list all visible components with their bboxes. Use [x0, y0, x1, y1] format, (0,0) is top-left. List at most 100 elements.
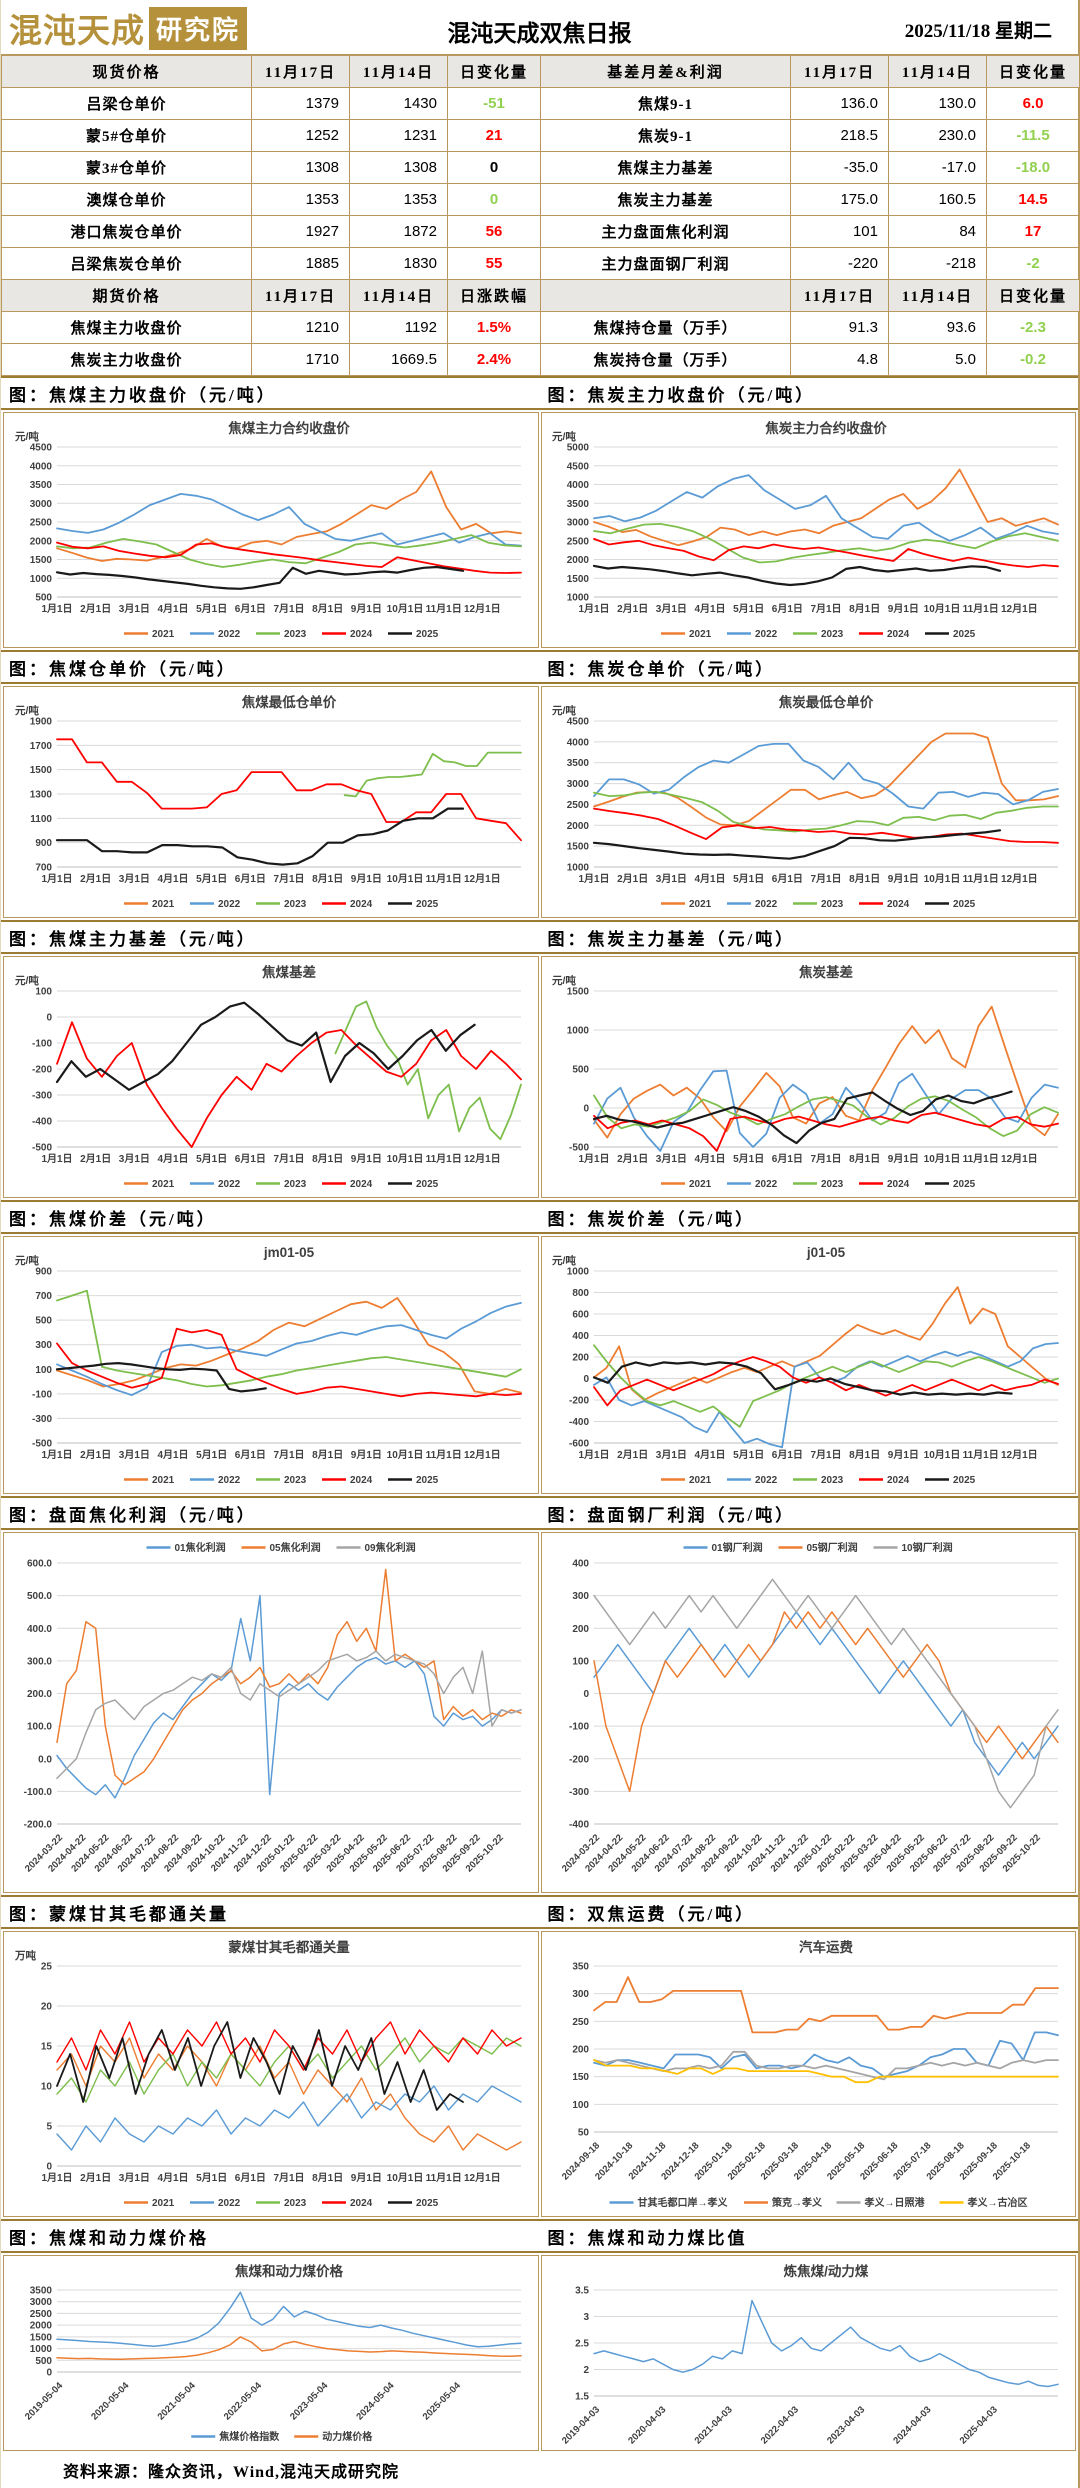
svg-text:6月1日: 6月1日 [772, 1153, 803, 1165]
value-current: 1252 [252, 120, 350, 152]
svg-text:jm01-05: jm01-05 [263, 1245, 315, 1260]
svg-text:6月1日: 6月1日 [235, 1153, 266, 1165]
svg-text:11月1日: 11月1日 [963, 603, 999, 615]
row-label: 焦煤9-1 [541, 88, 791, 120]
svg-text:4500: 4500 [567, 717, 590, 728]
value-current: 218.5 [791, 120, 889, 152]
svg-text:300.0: 300.0 [27, 1656, 52, 1667]
j-01-05-svg: 1000 800 600 400 200 0 -200 -400 -600 元/吨 j01-05 1月… [552, 1245, 1060, 1486]
svg-text:2021: 2021 [152, 629, 175, 640]
svg-text:2021: 2021 [152, 1475, 175, 1486]
coking-profit-svg: 600.0 500.0 400.0 300.0 200.0 100.0 0.0 -100.0 -… [23, 1541, 522, 1874]
value-previous: 1669.5 [350, 344, 448, 376]
svg-text:09焦化利润: 09焦化利润 [364, 1541, 415, 1554]
svg-text:2025: 2025 [416, 629, 439, 640]
chart-coking-profit: 600.0 500.0 400.0 300.0 200.0 100.0 0.0 -100.0 -… [3, 1532, 539, 1893]
value-current: -35.0 [791, 152, 889, 184]
value-change: -2 [987, 248, 1080, 280]
table-header-cell: 11月14日 [889, 56, 987, 88]
svg-text:2023: 2023 [284, 629, 307, 640]
svg-text:12月1日: 12月1日 [1001, 873, 1038, 885]
table-header-cell: 日涨跌幅 [448, 280, 541, 312]
section-title-left: 图：焦煤和动力煤价格 [9, 2229, 209, 2248]
chart-jm-basis: 100 0 -100 -200 -300 -400 -500 元/吨 焦煤基差 1月1日 2月1日 3… [3, 956, 539, 1198]
svg-text:7月1日: 7月1日 [273, 1449, 304, 1461]
svg-text:焦煤主力合约收盘价: 焦煤主力合约收盘价 [227, 420, 350, 436]
svg-text:1月1日: 1月1日 [579, 1449, 610, 1461]
value-change: -0.2 [987, 344, 1080, 376]
svg-text:2023: 2023 [284, 899, 307, 910]
svg-text:400.0: 400.0 [27, 1624, 52, 1635]
row-label: 焦炭主力收盘价 [2, 344, 252, 376]
svg-text:-600: -600 [569, 1439, 589, 1450]
svg-text:200: 200 [573, 1353, 590, 1364]
svg-text:2500: 2500 [30, 518, 53, 529]
source-note: 资料来源：隆众资讯，Wind,混沌天成研究院 [63, 2464, 399, 2481]
svg-text:-300: -300 [32, 1091, 52, 1102]
svg-text:8月1日: 8月1日 [849, 603, 880, 615]
svg-text:700: 700 [35, 1291, 52, 1302]
section-title-bar: 图：焦煤主力基差（元/吨） 图：焦炭主力基差（元/吨） [1, 920, 1078, 954]
svg-text:5月1日: 5月1日 [733, 873, 764, 885]
table-header-cell: 日变化量 [987, 280, 1080, 312]
svg-text:10月1日: 10月1日 [386, 603, 423, 615]
svg-text:2月1日: 2月1日 [617, 1153, 648, 1165]
svg-text:2023: 2023 [821, 899, 844, 910]
svg-text:甘其毛都口岸→孝义: 甘其毛都口岸→孝义 [638, 2196, 729, 2209]
svg-text:9月1日: 9月1日 [351, 1449, 382, 1461]
svg-text:10月1日: 10月1日 [386, 1153, 423, 1165]
svg-text:6月1日: 6月1日 [235, 873, 266, 885]
svg-text:5月1日: 5月1日 [196, 2172, 227, 2184]
chart-j-basis: 1500 1000 500 0 -500 元/吨 焦炭基差 1月1日 2月1日 3月1日 4月1日 5… [540, 956, 1076, 1198]
table-header-cell [541, 280, 791, 312]
svg-text:焦炭主力合约收盘价: 焦炭主力合约收盘价 [765, 420, 888, 436]
svg-text:2021-04-03: 2021-04-03 [693, 2404, 735, 2446]
svg-text:10月1日: 10月1日 [924, 873, 961, 885]
svg-text:2021: 2021 [152, 899, 175, 910]
svg-text:孝义→古冶区: 孝义→古冶区 [967, 2196, 1028, 2209]
svg-text:7月1日: 7月1日 [273, 873, 304, 885]
value-change: -51 [448, 88, 541, 120]
svg-text:8月1日: 8月1日 [849, 1153, 880, 1165]
svg-text:250: 250 [573, 2017, 590, 2028]
svg-text:2024: 2024 [350, 629, 373, 640]
svg-text:100: 100 [35, 1365, 52, 1376]
svg-text:10月1日: 10月1日 [386, 873, 423, 885]
svg-text:9月1日: 9月1日 [888, 1153, 919, 1165]
svg-text:3500: 3500 [567, 499, 590, 510]
svg-text:2025: 2025 [953, 1179, 976, 1190]
svg-text:5月1日: 5月1日 [196, 873, 227, 885]
svg-text:2023: 2023 [821, 629, 844, 640]
svg-text:1500: 1500 [30, 765, 53, 776]
svg-text:8月1日: 8月1日 [312, 873, 343, 885]
svg-text:2月1日: 2月1日 [80, 2172, 111, 2184]
svg-text:0: 0 [584, 1374, 590, 1385]
svg-text:-200: -200 [569, 1754, 589, 1765]
svg-text:1700: 1700 [30, 741, 53, 752]
svg-text:2022: 2022 [218, 1475, 241, 1486]
svg-text:-200: -200 [32, 1065, 52, 1076]
svg-text:12月1日: 12月1日 [464, 1449, 501, 1461]
svg-text:元/吨: 元/吨 [15, 974, 39, 987]
svg-text:1月1日: 1月1日 [41, 603, 72, 615]
svg-text:7月1日: 7月1日 [273, 1153, 304, 1165]
svg-text:900: 900 [35, 838, 52, 849]
chart-row: 3500 3000 2500 2000 1500 1000 500 0 焦煤和动力煤价格 2019… [1, 2253, 1078, 2453]
svg-text:05钢厂利润: 05钢厂利润 [807, 1541, 858, 1554]
value-current: 1353 [252, 184, 350, 216]
svg-text:2021: 2021 [152, 2198, 175, 2209]
svg-text:1000: 1000 [30, 2344, 53, 2355]
svg-text:3月1日: 3月1日 [119, 1153, 150, 1165]
svg-text:4月1日: 4月1日 [157, 1449, 188, 1461]
svg-text:3月1日: 3月1日 [656, 1153, 687, 1165]
svg-text:12月1日: 12月1日 [464, 603, 501, 615]
chart-truck-freight: 350 300 250 200 150 100 50 汽车运费 2024-09-18 2024-1… [540, 1931, 1076, 2217]
svg-text:1500: 1500 [30, 555, 53, 566]
value-change: 0 [448, 184, 541, 216]
table-header-cell: 11月14日 [350, 280, 448, 312]
svg-text:10月1日: 10月1日 [386, 1449, 423, 1461]
svg-text:6月1日: 6月1日 [235, 1449, 266, 1461]
svg-text:-200.0: -200.0 [23, 1820, 52, 1831]
section-title-left: 图：焦煤主力收盘价（元/吨） [9, 386, 277, 405]
